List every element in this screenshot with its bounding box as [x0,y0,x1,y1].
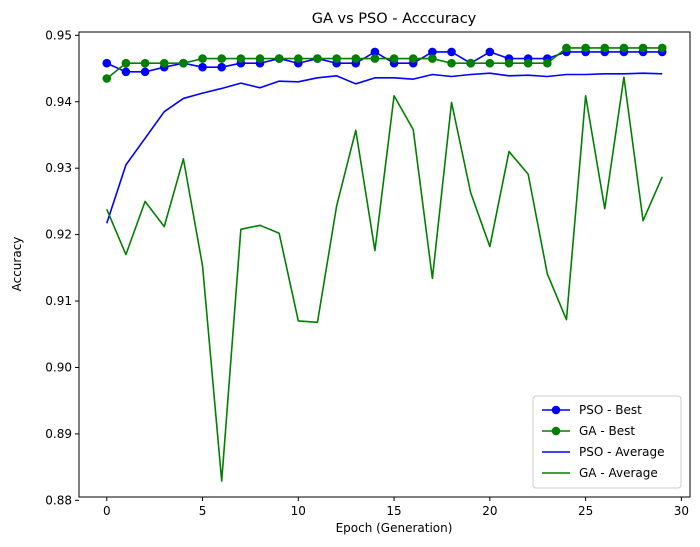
data-point [140,67,150,77]
data-point [313,54,322,63]
chart-title: GA vs PSO - Acccuracy [312,11,477,27]
legend-label: PSO - Average [579,445,665,459]
legend-label: PSO - Best [579,403,642,417]
y-tick-label: 0.92 [45,228,72,242]
x-tick-label: 30 [674,504,689,518]
data-point [102,74,112,83]
plot-frame [78,31,691,498]
legend-swatch-marker [551,405,561,415]
data-point [389,54,399,63]
y-tick-label: 0.91 [45,294,72,308]
y-tick-label: 0.90 [45,360,72,374]
data-point [428,47,437,57]
data-point [428,54,437,63]
data-point [581,43,590,53]
data-point [485,47,495,57]
y-tick-label: 0.94 [45,95,72,109]
data-point [121,67,131,77]
data-point [217,54,226,63]
data-point [159,58,169,68]
x-tick-label: 5 [199,504,207,518]
data-point [600,43,610,53]
data-point [198,54,207,63]
legend: PSO - Best GA - Best PSO - Average GA - Ave… [532,395,682,489]
series-line-3 [106,72,663,224]
data-point [332,54,341,63]
y-tick-label: 0.93 [45,161,72,175]
data-point [504,58,514,68]
data-point [140,58,150,68]
x-tick-label: 10 [291,504,306,518]
legend-label: GA - Best [579,424,635,438]
data-point [408,54,418,63]
y-tick-label: 0.95 [45,28,72,42]
x-tick-label: 25 [578,504,593,518]
data-point [351,54,361,63]
data-point [562,43,571,53]
data-point [102,58,112,68]
data-point [179,58,188,68]
legend-box [532,395,682,489]
x-tick-label: 15 [386,504,401,518]
data-point [274,54,284,63]
legend-label: GA - Average [579,466,658,480]
y-axis-label: Accuracy [10,237,24,292]
data-point [217,62,226,72]
data-point [619,43,629,53]
series-line-4 [106,76,663,482]
data-point [523,58,533,68]
legend-swatch-marker [551,426,561,436]
data-point [121,58,131,68]
data-point [466,58,475,68]
y-tick-label: 0.89 [45,427,72,441]
data-point [543,58,552,68]
data-point [485,58,495,68]
x-axis-label: Epoch (Generation) [336,521,453,535]
x-tick-label: 0 [103,504,111,518]
data-point [294,54,303,63]
y-tick-label: 0.88 [45,493,72,507]
data-point [255,54,265,63]
data-point [638,43,648,53]
x-tick-label: 20 [482,504,497,518]
data-point [447,58,456,68]
data-point [370,54,380,63]
data-point [198,62,207,72]
data-point [370,47,380,57]
data-point [657,43,667,53]
data-point [236,54,246,63]
data-point [447,47,456,57]
